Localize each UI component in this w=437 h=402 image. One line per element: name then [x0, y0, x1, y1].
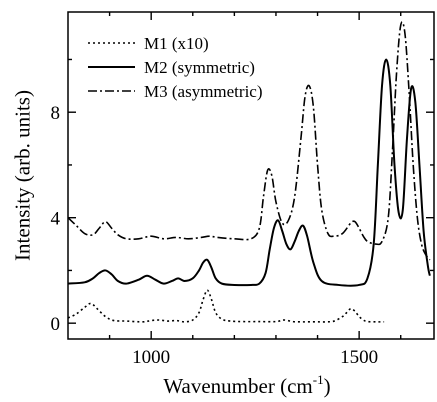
m2-series-line	[67, 58, 431, 287]
plot-frame	[67, 11, 435, 340]
axis-ticks: 1000 1500 0 4 8	[51, 12, 434, 368]
y-tick-label: 4	[51, 209, 61, 230]
legend-item-m2: M2 (symmetric)	[88, 58, 255, 77]
plot-lines	[67, 21, 431, 323]
y-tick-label: 0	[51, 314, 61, 335]
y-tick-label: 8	[51, 103, 61, 124]
legend-item-m1: M1 (x10)	[88, 34, 209, 53]
legend: M1 (x10) M2 (symmetric) M3 (asymmetric)	[88, 34, 263, 101]
x-tick-label: 1500	[340, 347, 378, 368]
x-axis-title: Wavenumber (cm-1)	[163, 372, 330, 398]
legend-label: M1 (x10)	[144, 34, 209, 53]
x-axis-title-superscript: -1	[313, 372, 324, 387]
x-axis-title-close: )	[324, 374, 331, 398]
legend-label: M3 (asymmetric)	[144, 82, 263, 101]
m3-series-line	[67, 21, 431, 261]
legend-label: M2 (symmetric)	[144, 58, 255, 77]
x-axis-title-main: Wavenumber (cm	[163, 374, 312, 398]
x-tick-label: 1000	[132, 347, 170, 368]
m1-series-line	[67, 289, 385, 323]
y-axis-title: Intensity (arb. units)	[10, 90, 34, 261]
legend-item-m3: M3 (asymmetric)	[88, 82, 263, 101]
